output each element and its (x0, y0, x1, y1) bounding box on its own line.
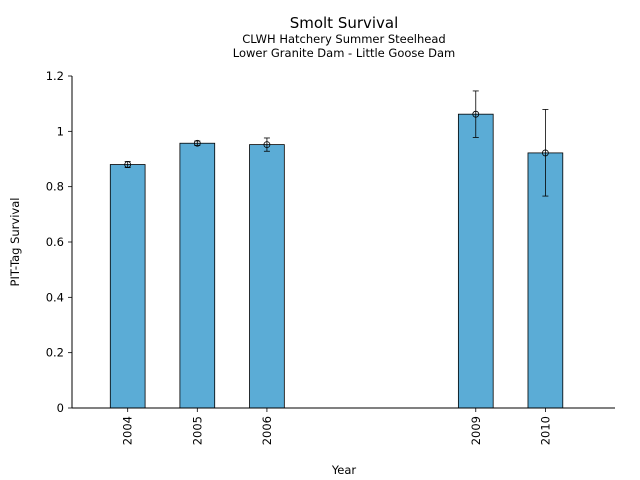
bars-layer (109, 113, 564, 409)
bar-2005 (179, 142, 216, 409)
y-axis-label: PIT-Tag Survival (8, 198, 22, 287)
chart-subtitle-line-1: CLWH Hatchery Summer Steelhead (242, 32, 445, 46)
error-bars-layer (124, 90, 549, 197)
x-tick-label: 2006 (260, 416, 274, 445)
y-tick-label: 1 (57, 124, 64, 138)
y-ticks: 0 0.2 0.4 0.6 0.8 1 1.2 (46, 69, 72, 415)
point-marker-2010 (541, 149, 549, 157)
bar-2004 (109, 164, 146, 409)
y-tick-label: 0.4 (46, 290, 64, 304)
x-tick-label: 2009 (469, 416, 483, 445)
y-tick-label: 1.2 (46, 69, 64, 83)
x-tick-label: 2004 (121, 416, 135, 445)
x-tick-label: 2005 (190, 416, 204, 445)
y-tick-label: 0.6 (46, 235, 64, 249)
y-tick-label: 0.2 (46, 346, 64, 360)
point-marker-2006 (263, 141, 271, 149)
y-tick-label: 0.8 (46, 180, 64, 194)
x-tick-label: 2010 (538, 416, 552, 445)
point-marker-2004 (124, 161, 132, 168)
x-axis-label: Year (331, 463, 357, 477)
x-ticks: 2004 2005 2006 2009 2010 (121, 408, 552, 445)
point-marker-2009 (472, 110, 480, 118)
chart-subtitle-line-2: Lower Granite Dam - Little Goose Dam (233, 46, 455, 60)
bar-2009 (457, 113, 494, 409)
point-marker-2005 (193, 139, 201, 147)
chart-title: Smolt Survival (290, 14, 399, 32)
y-tick-label: 0 (57, 401, 64, 415)
bar-2006 (249, 144, 285, 409)
